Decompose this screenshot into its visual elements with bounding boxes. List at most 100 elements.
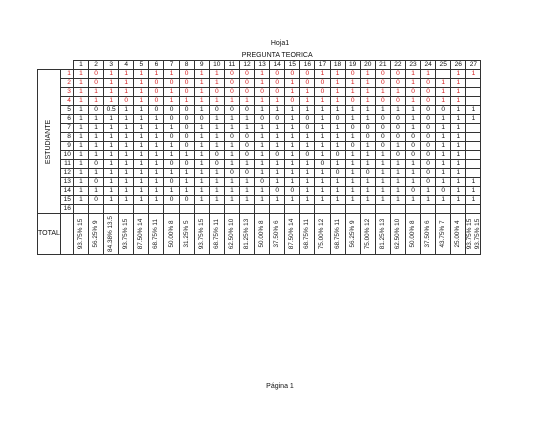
question-number: 5: [133, 60, 150, 70]
answer-cell: 1: [359, 159, 376, 169]
answer-cell: 1: [103, 96, 120, 106]
answer-cell: 1: [269, 96, 286, 106]
answer-cell: 1: [284, 105, 301, 115]
answer-cell: 0: [359, 132, 376, 142]
answer-cell: [465, 96, 482, 106]
answer-cell: 0: [420, 123, 437, 133]
answer-cell: 0: [420, 177, 437, 187]
answer-cell: 1: [72, 150, 90, 160]
answer-cell: 1: [88, 87, 105, 97]
total-cell: 68.75% 11: [329, 213, 346, 255]
answer-cell: 1: [389, 168, 406, 178]
answer-cell: 0: [163, 114, 180, 124]
answer-cell: 1: [435, 195, 452, 205]
answer-cell: 1: [465, 186, 482, 196]
answer-cell: 1: [178, 150, 195, 160]
answer-cell: 1: [284, 168, 301, 178]
answer-cell: 0: [88, 105, 105, 115]
answer-cell: 0: [178, 78, 195, 88]
answer-cell: 1: [163, 87, 180, 97]
question-number: 9: [193, 60, 210, 70]
answer-cell: 1: [314, 123, 331, 133]
student-row: 16: [38, 204, 482, 214]
answer-cell: 1: [254, 132, 271, 142]
answer-cell: 1: [238, 186, 256, 196]
answer-cell: 1: [72, 177, 90, 187]
answer-cell: 1: [133, 177, 150, 187]
total-value: 81.25% 13: [243, 218, 250, 250]
answer-cell: 1: [133, 78, 150, 88]
answer-cell: 1: [344, 159, 361, 169]
question-number-row: 1 2 3 4 5 6 7 8 9 10 11 12 13 14 15 16 17 18 19 20 21 22 23 24 2…: [38, 60, 482, 70]
answer-cell: 1: [208, 132, 225, 142]
answer-cell: 1: [254, 168, 271, 178]
total-value: 50.00% 8: [167, 220, 175, 248]
answer-cell: 1: [299, 105, 316, 115]
total-label: TOTAL: [37, 213, 61, 255]
answer-cell: 1: [103, 114, 120, 124]
answer-cell: 0: [178, 69, 195, 79]
answer-cell: 1: [238, 159, 256, 169]
answer-cell: 0: [223, 168, 240, 178]
question-number: 16: [299, 60, 316, 70]
student-number: 7: [59, 123, 74, 133]
answer-cell: 1: [208, 114, 225, 124]
answer-cell: [238, 204, 256, 214]
answer-cell: 1: [148, 186, 165, 196]
total-cell: 75.00% 12: [314, 213, 331, 255]
question-number: 10: [208, 60, 225, 70]
answer-cell: 1: [299, 141, 316, 151]
answer-cell: 0: [223, 69, 240, 79]
answer-cell: 0: [404, 132, 422, 142]
answer-cell: 1: [435, 96, 452, 106]
answer-cell: 1: [193, 159, 210, 169]
answer-cell: 1: [223, 195, 240, 205]
answer-cell: 1: [88, 186, 105, 196]
answer-cell: 0: [269, 114, 286, 124]
total-value: 93.75% 15: [122, 218, 130, 250]
answer-cell: [465, 159, 482, 169]
answer-cell: 0: [269, 87, 286, 97]
answer-cell: 0: [88, 159, 105, 169]
answer-cell: 1: [359, 177, 376, 187]
answer-cell: [72, 204, 90, 214]
total-cell: 50.00% 8: [163, 213, 180, 255]
answer-cell: 1: [344, 177, 361, 187]
question-number: 21: [374, 60, 391, 70]
answer-cell: 1: [450, 186, 467, 196]
answer-cell: [465, 78, 482, 88]
answer-cell: 1: [72, 105, 90, 115]
corner-blank: [38, 61, 61, 70]
answer-cell: 1: [299, 195, 316, 205]
question-number: 13: [254, 60, 271, 70]
answer-cell: 1: [404, 177, 422, 187]
answer-cell: 1: [148, 168, 165, 178]
answer-cell: 1: [374, 186, 391, 196]
answer-cell: 0: [359, 123, 376, 133]
answer-cell: [223, 204, 240, 214]
answer-cell: 1: [103, 150, 120, 160]
answer-cell: 1: [133, 141, 150, 151]
answer-cell: 1: [435, 141, 452, 151]
total-value: 87.50% 14: [137, 218, 145, 250]
answer-cell: 1: [148, 132, 165, 142]
answer-cell: 1: [404, 69, 422, 79]
answer-cell: 1: [314, 114, 331, 124]
answer-cell: 1: [118, 132, 135, 142]
question-number: 15: [284, 60, 301, 70]
answer-cell: [284, 204, 301, 214]
answer-cell: 1: [193, 105, 210, 115]
answer-cell: 1: [359, 87, 376, 97]
total-cell: 56.25% 9: [88, 213, 105, 255]
answer-cell: 1: [148, 123, 165, 133]
answer-cell: 0: [299, 123, 316, 133]
totals-row: TOTAL 93.75% 15 56.25% 9 84.38% 13.5 93.75% …: [37, 213, 482, 255]
answer-cell: 1: [133, 132, 150, 142]
answer-cell: 0: [118, 96, 135, 106]
answer-cell: 1: [72, 87, 90, 97]
answer-cell: [103, 204, 120, 214]
answer-cell: 0: [178, 105, 195, 115]
answer-cell: [465, 141, 482, 151]
answer-cell: 1: [72, 186, 90, 196]
